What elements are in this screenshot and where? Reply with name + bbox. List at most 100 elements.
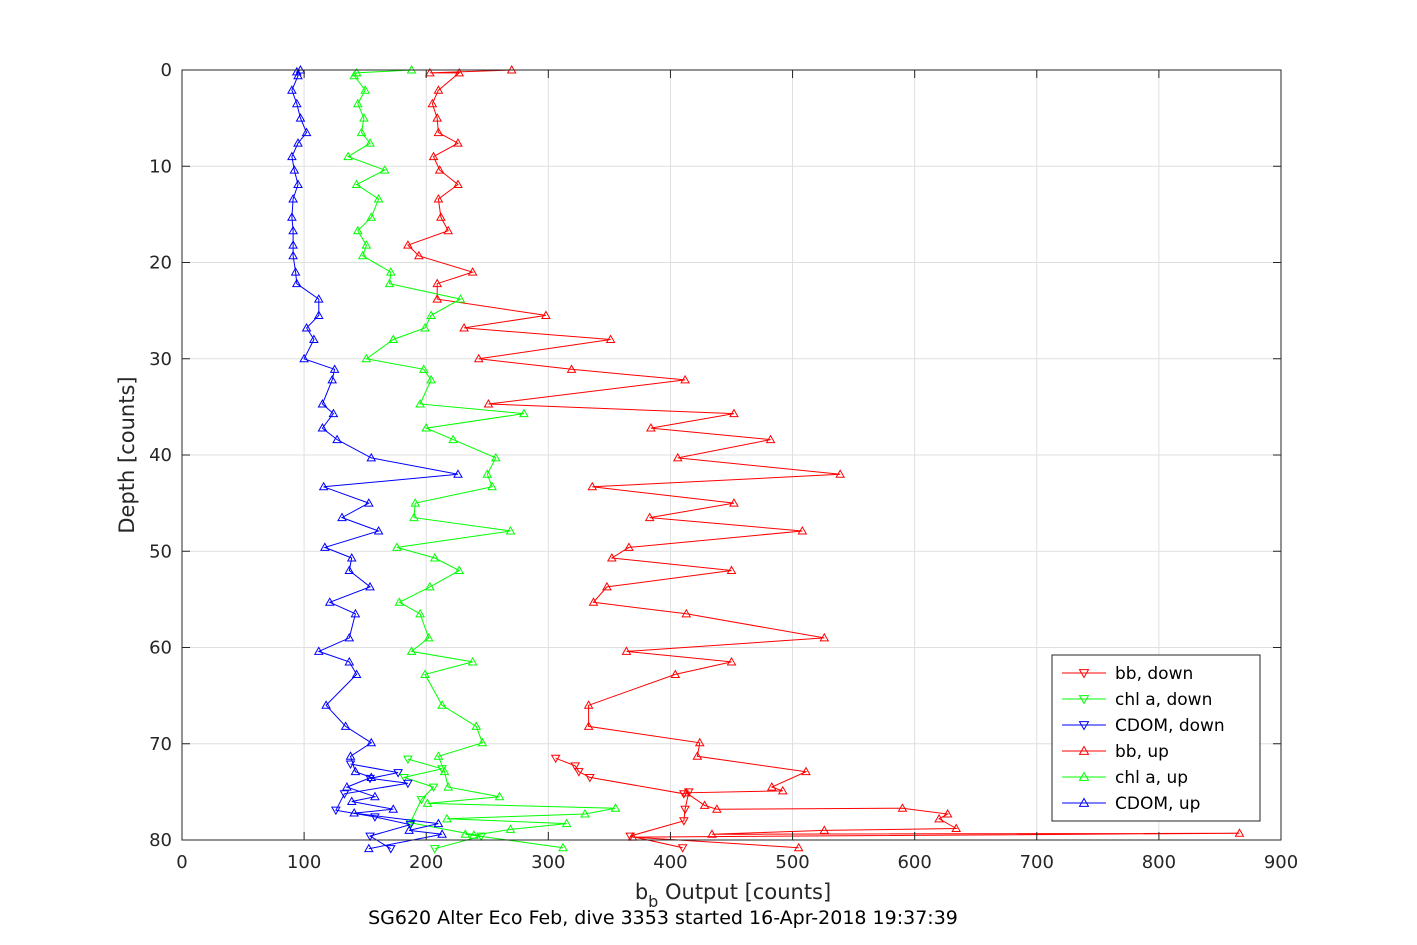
data-point <box>583 700 594 709</box>
data-point <box>399 773 410 783</box>
data-point <box>332 434 342 444</box>
x-tick-label: 600 <box>897 852 931 873</box>
data-point <box>672 452 683 462</box>
data-point <box>343 151 353 161</box>
data-point <box>288 193 298 203</box>
data-point <box>819 825 830 834</box>
data-point <box>777 785 788 795</box>
data-point <box>605 334 616 343</box>
data-point <box>558 842 568 852</box>
data-point <box>426 374 436 384</box>
data-point <box>483 398 494 408</box>
data-point <box>680 374 690 384</box>
legend: bb, down chl a, down CDOM, down bb, up chl a… <box>1051 654 1261 822</box>
data-point <box>505 824 516 833</box>
data-point <box>541 310 551 319</box>
series-line <box>406 69 1240 849</box>
data-point <box>313 646 324 655</box>
y-tick-label: 30 <box>149 349 172 370</box>
y-tick-label: 80 <box>149 830 172 851</box>
data-point <box>360 85 371 94</box>
data-point <box>460 829 471 838</box>
data-point <box>433 751 444 760</box>
data-point <box>405 821 416 830</box>
data-point <box>366 212 377 221</box>
data-point <box>346 796 357 805</box>
data-point <box>487 481 498 491</box>
legend-marker <box>1078 797 1090 807</box>
x-tick-label: 500 <box>775 852 809 873</box>
data-point <box>425 581 435 591</box>
data-point <box>293 70 303 80</box>
data-point <box>288 250 298 260</box>
data-point <box>340 721 351 730</box>
data-point <box>410 498 421 507</box>
data-point <box>468 830 479 839</box>
data-point <box>318 481 329 491</box>
data-point <box>550 754 561 764</box>
data-point <box>437 829 447 838</box>
legend-item: bb, up <box>1062 742 1169 762</box>
data-point <box>437 700 447 709</box>
data-point <box>317 423 328 432</box>
data-point <box>313 294 324 303</box>
data-point <box>317 398 328 408</box>
data-point <box>482 469 493 478</box>
data-point <box>328 408 339 418</box>
data-point <box>428 783 439 793</box>
x-tick-label: 200 <box>409 852 443 873</box>
data-point <box>373 526 384 535</box>
data-point <box>357 250 368 260</box>
data-point <box>644 512 655 522</box>
data-point <box>797 526 808 535</box>
y-tick-label: 50 <box>149 541 172 562</box>
data-point <box>439 766 450 776</box>
data-point <box>388 804 399 813</box>
data-point <box>423 632 434 642</box>
data-point <box>356 127 367 137</box>
data-point <box>765 434 776 444</box>
data-point <box>365 138 375 147</box>
data-point <box>287 212 297 221</box>
data-point <box>624 542 634 551</box>
data-point <box>454 67 465 77</box>
data-point <box>403 779 413 789</box>
data-point <box>1234 828 1245 837</box>
data-point <box>584 773 595 783</box>
data-point <box>729 498 739 507</box>
data-point <box>320 542 330 551</box>
x-axis-label-subscript: b <box>648 892 658 911</box>
x-axis-label-rest: Output [counts] <box>658 880 831 904</box>
series-line <box>402 758 482 850</box>
data-point <box>420 669 430 678</box>
data-point <box>443 782 454 791</box>
data-point <box>313 310 324 319</box>
data-point <box>951 823 962 832</box>
legend-item: chl a, up <box>1062 768 1188 788</box>
data-point <box>341 782 352 791</box>
x-tick-label: 800 <box>1142 852 1176 873</box>
data-point <box>681 608 692 618</box>
ticks: 0 100 200 300 400 500 600 700 800 900 0 10 20 30 40 50 6… <box>149 60 1298 873</box>
data-point <box>459 322 469 332</box>
data-point <box>345 751 356 760</box>
data-point <box>429 552 440 562</box>
data-point <box>420 322 430 332</box>
data-point <box>679 790 689 799</box>
data-point <box>433 193 444 203</box>
x-tick-label: 0 <box>176 852 187 873</box>
data-point <box>490 452 501 462</box>
data-point <box>425 67 435 77</box>
data-point <box>287 85 297 94</box>
y-tick-label: 40 <box>149 445 172 466</box>
data-point <box>432 278 443 288</box>
data-point <box>349 70 360 80</box>
series-down-1 <box>399 755 487 854</box>
data-point <box>394 597 405 606</box>
data-point <box>621 646 632 655</box>
data-point <box>337 512 347 522</box>
data-point <box>361 353 372 363</box>
data-point <box>392 542 402 551</box>
data-point <box>692 751 703 760</box>
data-point <box>434 165 445 174</box>
